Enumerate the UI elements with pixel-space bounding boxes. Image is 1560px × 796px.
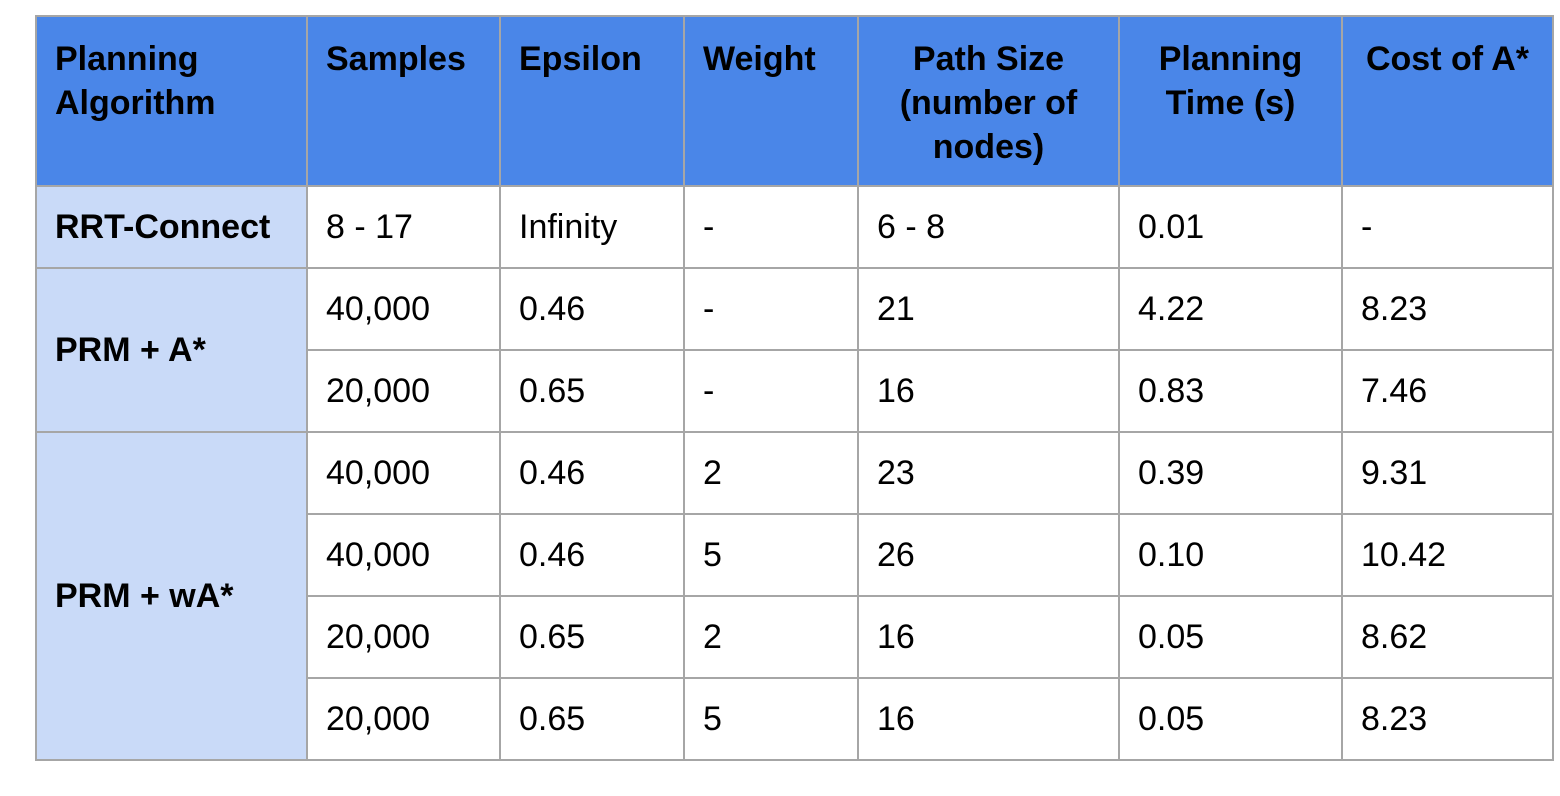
header-weight: Weight — [683, 15, 859, 187]
header-planning-time: Planning Time (s) — [1118, 15, 1343, 187]
table-row: 40,000 0.46 5 26 0.10 10.42 — [36, 513, 1554, 597]
header-planning-algorithm: Planning Algorithm — [35, 15, 308, 187]
samples-cell: 20,000 — [306, 677, 501, 761]
header-path-size: Path Size (number of nodes) — [857, 15, 1120, 187]
planning-time-cell: 0.39 — [1118, 431, 1343, 515]
algorithm-cell-prm-astar: PRM + A* — [35, 267, 308, 433]
table-row: PRM + A* 40,000 0.46 - 21 4.22 8.23 — [35, 267, 1554, 433]
header-samples: Samples — [306, 15, 501, 187]
epsilon-cell: 0.46 — [499, 431, 685, 515]
header-row: Planning Algorithm Samples Epsilon Weigh… — [35, 15, 1554, 187]
weight-cell: - — [683, 349, 859, 433]
table-row: 20,000 0.65 5 16 0.05 8.23 — [36, 677, 1554, 761]
planning-time-cell: 0.05 — [1118, 595, 1343, 679]
table-row: 20,000 0.65 - 16 0.83 7.46 — [36, 349, 1554, 433]
cost-cell: 7.46 — [1341, 349, 1554, 433]
weight-cell: - — [683, 185, 859, 269]
path-size-cell: 21 — [857, 267, 1120, 351]
path-size-cell: 16 — [857, 677, 1120, 761]
planning-time-cell: 4.22 — [1118, 267, 1343, 351]
path-size-cell: 16 — [857, 349, 1120, 433]
samples-cell: 20,000 — [306, 349, 501, 433]
path-size-cell: 23 — [857, 431, 1120, 515]
path-size-cell: 6 - 8 — [857, 185, 1120, 269]
path-size-cell: 16 — [857, 595, 1120, 679]
samples-cell: 20,000 — [306, 595, 501, 679]
epsilon-cell: 0.46 — [499, 513, 685, 597]
table-row: PRM + wA* 40,000 0.46 2 23 0.39 9.31 — [35, 431, 1554, 761]
weight-cell: 2 — [683, 431, 859, 515]
weight-cell: - — [683, 267, 859, 351]
table-body: RRT-Connect 8 - 17 Infinity - 6 - 8 0.01… — [35, 185, 1554, 761]
cost-cell: 8.62 — [1341, 595, 1554, 679]
table-row: 20,000 0.65 2 16 0.05 8.62 — [36, 595, 1554, 679]
cost-cell: 8.23 — [1341, 677, 1554, 761]
weight-cell: 2 — [683, 595, 859, 679]
cost-cell: 8.23 — [1341, 267, 1554, 351]
planning-time-cell: 0.10 — [1118, 513, 1343, 597]
epsilon-cell: 0.65 — [499, 349, 685, 433]
header-epsilon: Epsilon — [499, 15, 685, 187]
results-table: Planning Algorithm Samples Epsilon Weigh… — [35, 15, 1554, 761]
samples-cell: 8 - 17 — [306, 185, 501, 269]
epsilon-cell: Infinity — [499, 185, 685, 269]
samples-cell: 40,000 — [306, 513, 501, 597]
cost-cell: 9.31 — [1341, 431, 1554, 515]
epsilon-cell: 0.65 — [499, 677, 685, 761]
planning-time-cell: 0.83 — [1118, 349, 1343, 433]
weight-cell: 5 — [683, 513, 859, 597]
header-cost: Cost of A* — [1341, 15, 1554, 187]
cost-cell: 10.42 — [1341, 513, 1554, 597]
planning-time-cell: 0.01 — [1118, 185, 1343, 269]
samples-cell: 40,000 — [306, 267, 501, 351]
cost-cell: - — [1341, 185, 1554, 269]
algorithm-cell-prm-weighted-astar: PRM + wA* — [35, 431, 308, 761]
planning-time-cell: 0.05 — [1118, 677, 1343, 761]
weight-cell: 5 — [683, 677, 859, 761]
table-row: RRT-Connect 8 - 17 Infinity - 6 - 8 0.01… — [35, 185, 1554, 269]
epsilon-cell: 0.65 — [499, 595, 685, 679]
algorithm-cell-rrt-connect: RRT-Connect — [35, 185, 308, 269]
path-size-cell: 26 — [857, 513, 1120, 597]
samples-cell: 40,000 — [306, 431, 501, 515]
epsilon-cell: 0.46 — [499, 267, 685, 351]
